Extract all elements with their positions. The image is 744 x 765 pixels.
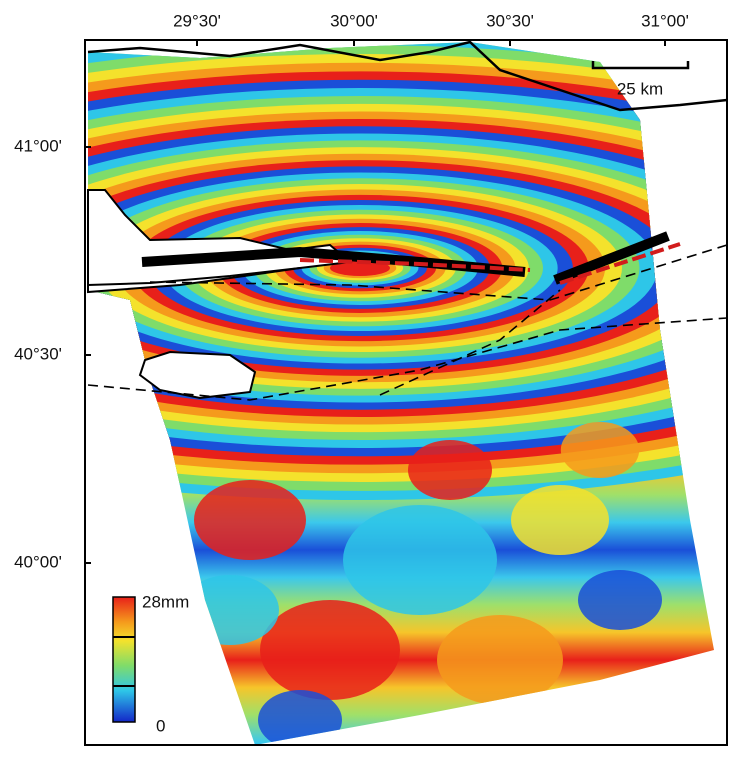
fringe [330,260,390,276]
colorbar-max: 28mm [142,592,189,611]
lake [138,350,257,400]
marmara-sea [87,189,353,294]
phase-patch [258,690,342,745]
phase-patch [260,600,400,700]
x-tick-label: 30°00' [330,11,378,30]
phase-patch [194,480,306,560]
y-tick-label: 40°30' [14,344,62,363]
x-tick-label: 31°00' [641,11,689,30]
phase-patch [343,505,497,615]
y-tick-label: 40°00' [14,552,62,571]
coastline [87,267,301,286]
scale-label: 25 km [617,79,663,98]
phase-patch [181,575,279,645]
phase-patches [181,422,662,745]
modeled-rupture [299,242,681,285]
interferogram [88,42,714,745]
faults [87,244,728,401]
coastline [87,40,728,112]
x-tick-label: 29°30' [173,11,221,30]
phase-patch [511,485,609,555]
colorbar [112,596,136,723]
x-tick-label: 30°30' [486,11,534,30]
scale-bar [591,61,690,70]
map-frame [84,39,728,746]
phase-patch [560,422,640,478]
phase-patch [408,440,492,500]
phase-patch [578,570,662,630]
phase-patch [437,615,563,705]
y-tick-label: 41°00' [14,136,62,155]
frame-ticks [85,40,666,564]
colorbar-min: 0 [156,716,165,735]
